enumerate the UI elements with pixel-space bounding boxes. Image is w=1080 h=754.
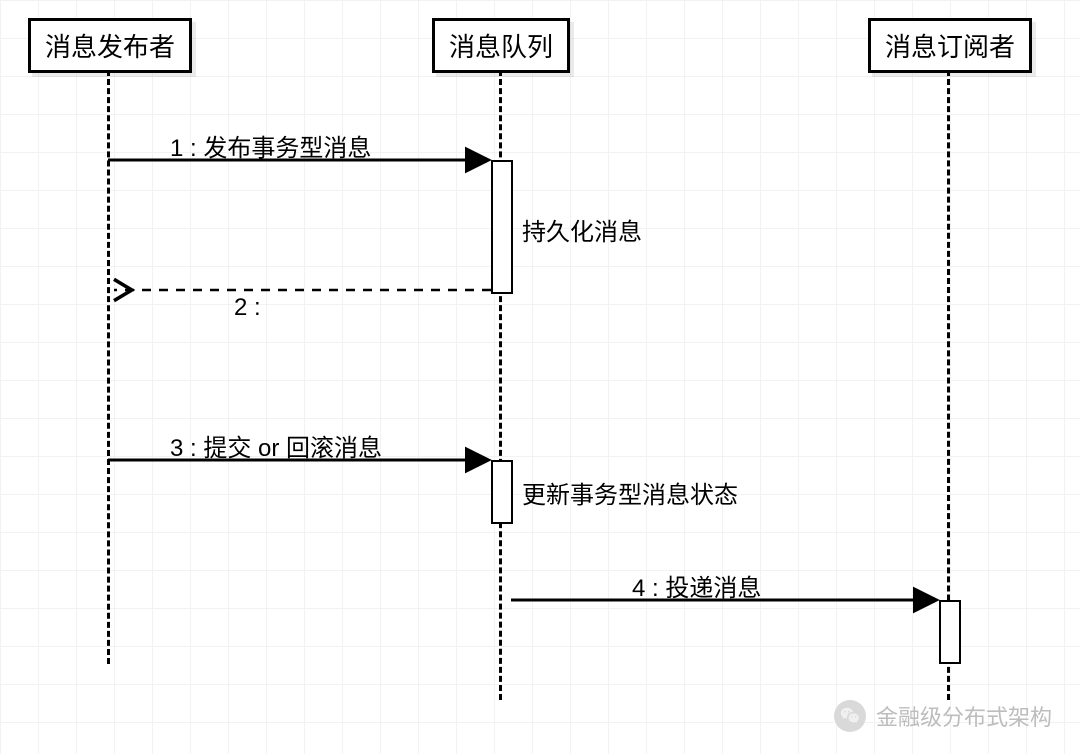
- participant-label: 消息队列: [449, 32, 553, 62]
- activation-label-persist: 持久化消息: [522, 212, 642, 247]
- participant-label: 消息发布者: [45, 32, 175, 62]
- message-label-2: 2 :: [234, 294, 261, 322]
- grid-background: [0, 0, 1080, 754]
- activation-subscriber-receive: [939, 600, 961, 664]
- watermark: 金融级分布式架构: [834, 700, 1052, 732]
- lifeline-publisher: [107, 70, 110, 664]
- participant-queue: 消息队列: [432, 18, 570, 73]
- message-label-3: 3 : 提交 or 回滚消息: [170, 428, 382, 463]
- wechat-icon: [834, 700, 866, 732]
- participant-subscriber: 消息订阅者: [868, 18, 1032, 73]
- message-label-1: 1 : 发布事务型消息: [170, 128, 371, 163]
- watermark-text: 金融级分布式架构: [876, 700, 1052, 732]
- activation-label-update: 更新事务型消息状态: [522, 475, 738, 510]
- participant-label: 消息订阅者: [885, 32, 1015, 62]
- message-label-4: 4 : 投递消息: [632, 568, 761, 603]
- sequence-diagram-canvas: 消息发布者 消息队列 消息订阅者 持久化消息 更新事务型消息状态 1 : 发布事…: [0, 0, 1080, 754]
- participant-publisher: 消息发布者: [28, 18, 192, 73]
- activation-queue-persist: [491, 160, 513, 294]
- activation-queue-update: [491, 460, 513, 524]
